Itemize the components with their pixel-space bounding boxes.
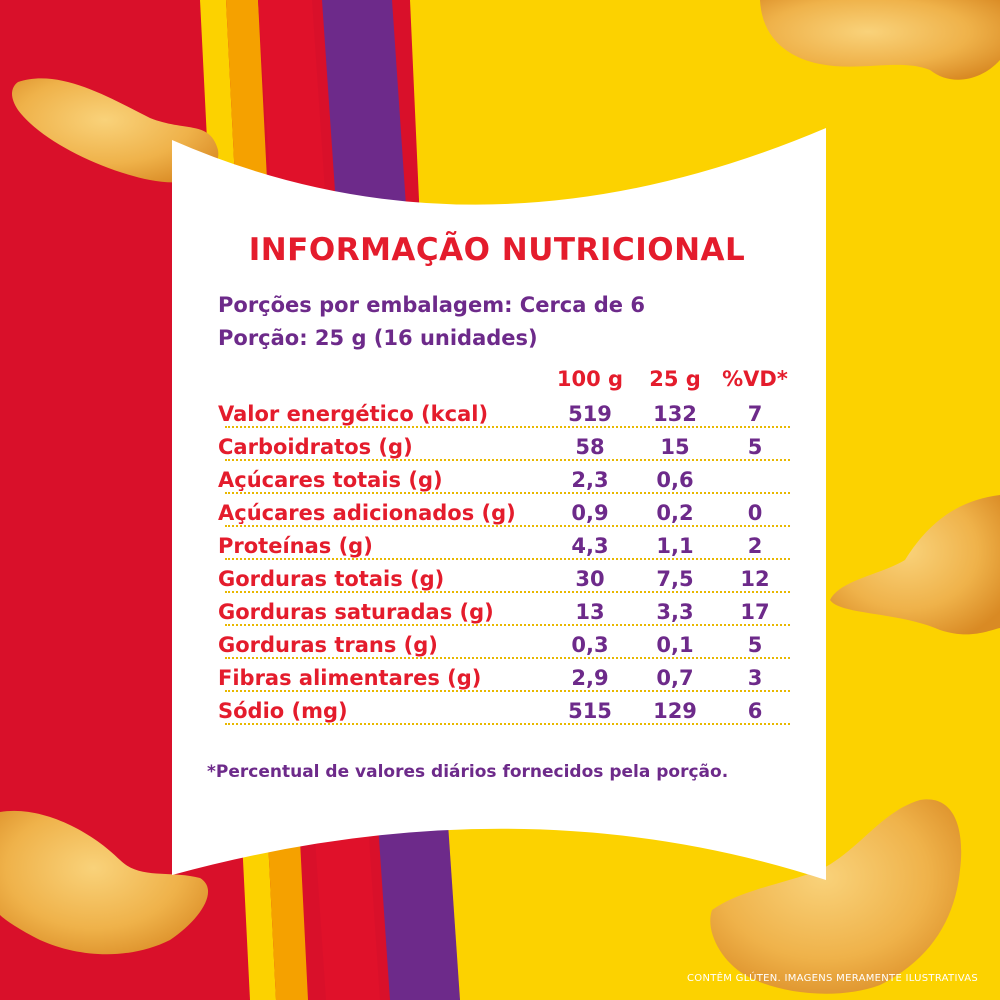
potato-chip-bottom-right [710, 799, 962, 994]
potato-chip-bottom-left [0, 810, 209, 955]
potato-chip-top-right [760, 0, 1000, 80]
potato-chip-top-left [12, 78, 219, 183]
potato-chip-mid-right [830, 495, 1000, 635]
nutrition-panel [172, 128, 826, 880]
